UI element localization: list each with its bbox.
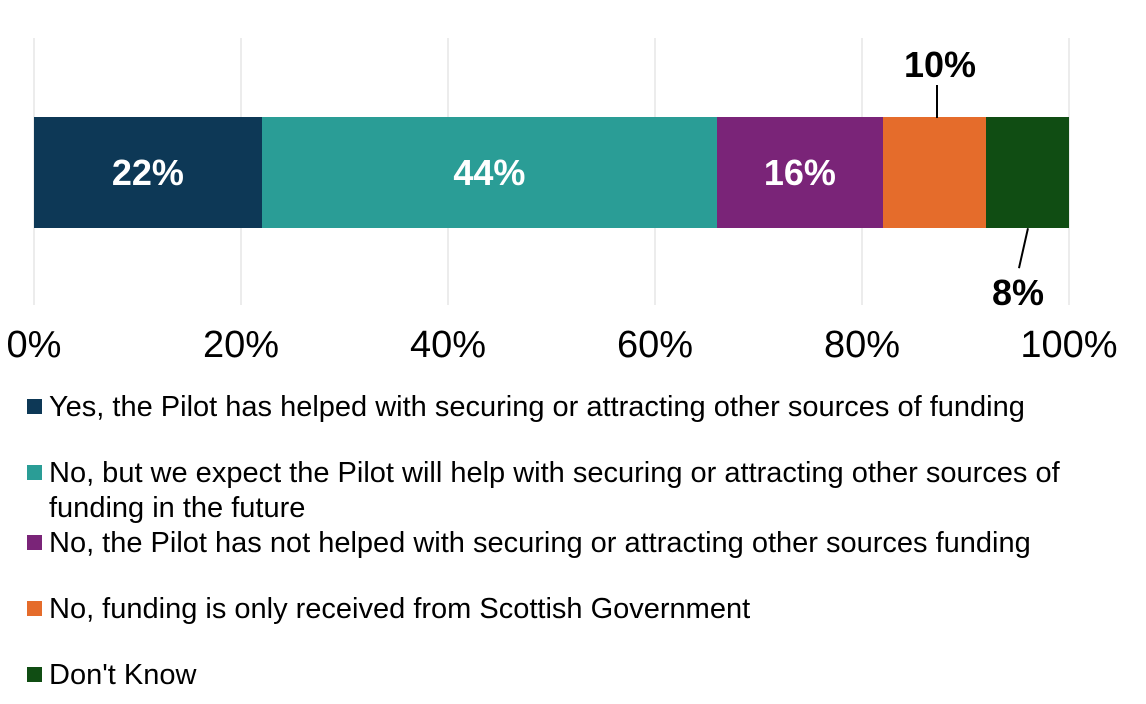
legend-swatch-icon	[27, 399, 42, 414]
bar-segment-not-helped: 16%	[717, 117, 883, 228]
legend-item-not-helped: No, the Pilot has not helped with securi…	[27, 526, 1122, 592]
x-tick-60: 60%	[616, 324, 694, 366]
x-tick-40: 40%	[409, 324, 487, 366]
leader-line-10-percent	[936, 85, 938, 118]
legend-item-label: No, funding is only received from Scotti…	[49, 593, 751, 625]
legend-swatch-icon	[27, 535, 42, 550]
legend-swatch-icon	[27, 601, 42, 616]
legend-item-label: No, the Pilot has not helped with securi…	[49, 527, 1031, 559]
legend-item-label: No, but we expect the Pilot will help wi…	[49, 457, 1060, 524]
legend-item-only-scottish-government: No, funding is only received from Scotti…	[27, 592, 1122, 658]
legend-swatch-icon	[27, 667, 42, 682]
bar-segment-yes-helped: 22%	[34, 117, 262, 228]
callout-label-10-percent: 10%	[903, 44, 977, 85]
segment-data-label: 22%	[111, 151, 184, 193]
bar-segment-only-scottish-government	[882, 117, 987, 228]
segment-data-label: 16%	[763, 151, 836, 193]
x-tick-80: 80%	[823, 324, 901, 366]
segment-data-label: 44%	[453, 151, 526, 193]
x-axis: 0% 20% 40% 60% 80% 100%	[7, 323, 1118, 367]
callout-label-8-percent: 8%	[991, 272, 1045, 313]
bar-segment-expect-will-help: 44%	[261, 117, 718, 228]
x-tick-0: 0%	[6, 324, 62, 366]
x-tick-20: 20%	[202, 324, 280, 366]
legend-item-expect-will-help: No, but we expect the Pilot will help wi…	[27, 456, 1122, 526]
gridline-100	[1068, 38, 1070, 305]
legend-item-label: Yes, the Pilot has helped with securing …	[49, 391, 1025, 423]
stacked-bar: 22% 44% 16%	[34, 117, 1069, 228]
x-tick-100: 100%	[1020, 324, 1118, 366]
legend-item-dont-know: Don't Know	[27, 658, 1122, 704]
legend-item-yes-helped: Yes, the Pilot has helped with securing …	[27, 390, 1122, 456]
legend: Yes, the Pilot has helped with securing …	[27, 390, 1122, 704]
legend-swatch-icon	[27, 465, 42, 480]
bar-segment-dont-know	[986, 117, 1069, 228]
legend-item-label: Don't Know	[49, 659, 197, 691]
